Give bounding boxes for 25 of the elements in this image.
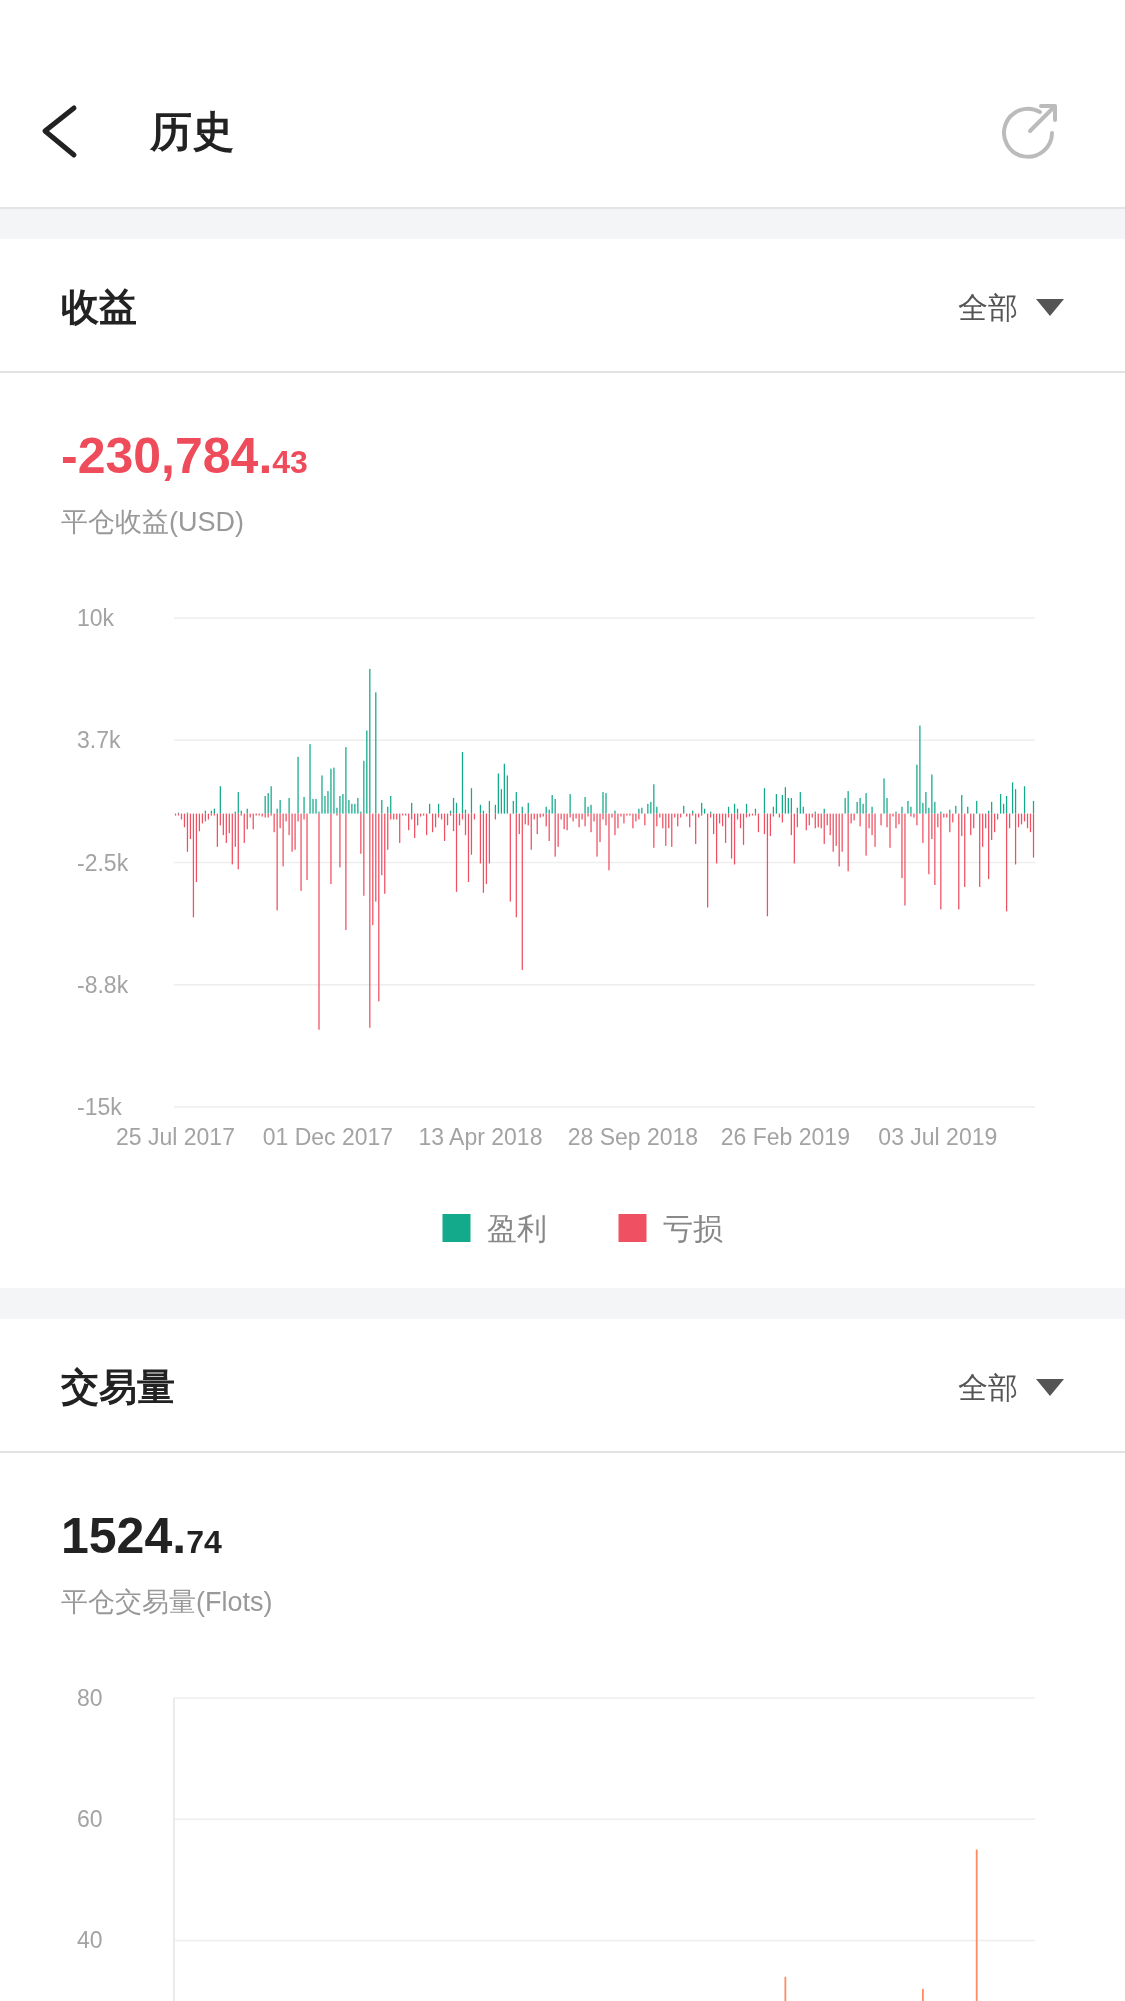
y-tick-label: 3.7k (77, 727, 121, 754)
chart-title: 交易量 (60, 1366, 175, 1408)
y-tick-label: -15k (77, 1094, 123, 1120)
chart-title: 收益 (61, 286, 137, 328)
y-tick-label: -8.8k (77, 971, 129, 998)
x-tick-label: 13 Apr 2018 (418, 1124, 543, 1150)
chart-subtitle: 平仓收益(USD) (61, 507, 244, 537)
chart-subtitle: 平仓交易量(Flots) (61, 1587, 273, 1617)
text: 全部 (958, 290, 1018, 324)
y-tick-label: 60 (77, 1806, 103, 1833)
x-tick-label: 26 Feb 2019 (720, 1124, 850, 1150)
x-tick-label: 03 Jul 2019 (878, 1124, 998, 1150)
legend-label: 盈利 (486, 1211, 547, 1245)
x-tick-label: 25 Jul 2017 (116, 1124, 235, 1150)
text: 全部 (958, 1370, 1018, 1404)
text: 历史 (149, 107, 234, 155)
y-tick-label: 10k (77, 605, 115, 631)
x-tick-label: 01 Dec 2017 (262, 1124, 394, 1150)
y-tick-label: 40 (77, 1927, 103, 1954)
y-tick-label: 80 (77, 1685, 103, 1711)
x-tick-label: 28 Sep 2018 (567, 1124, 699, 1150)
text: -230,784.43 (61, 428, 308, 484)
text: 1524.74 (61, 1508, 222, 1564)
legend-label: 亏损 (662, 1211, 723, 1245)
y-tick-label: -2.5k (77, 849, 129, 876)
